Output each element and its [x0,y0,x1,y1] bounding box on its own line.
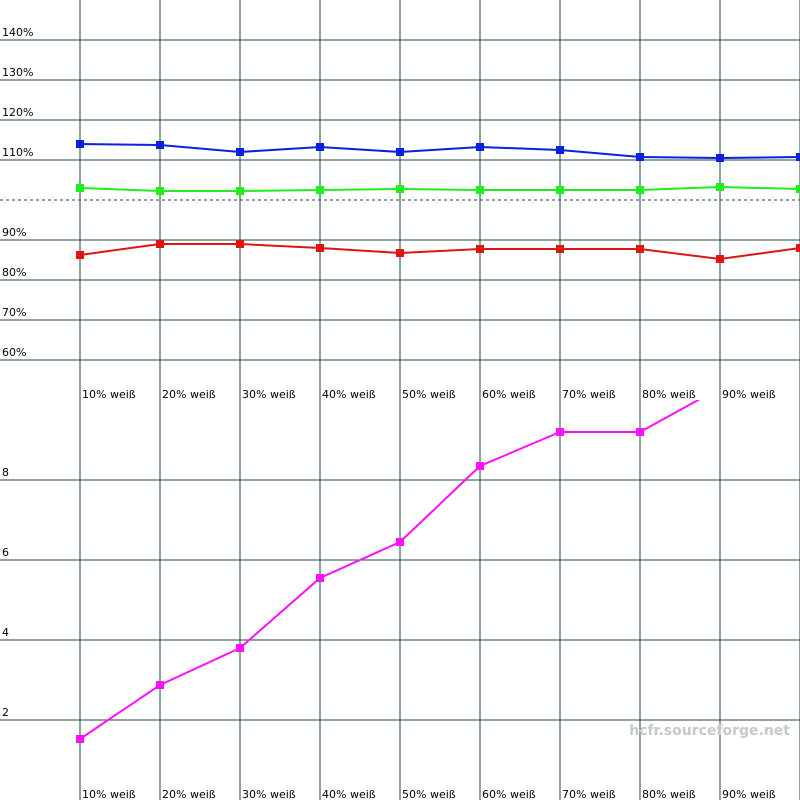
x-tick-label: 90% weiß [722,388,776,401]
y-tick-label: 110% [2,146,33,159]
marker [636,245,644,253]
marker [236,644,244,652]
marker [156,681,164,689]
x-tick-label: 30% weiß [242,388,296,401]
marker [396,538,404,546]
y-tick-label: 80% [2,266,26,279]
marker [476,462,484,470]
marker [556,146,564,154]
x-tick-label: 80% weiß [642,788,696,800]
marker [796,244,800,252]
x-tick-label: 70% weiß [562,788,616,800]
x-tick-label: 50% weiß [402,788,456,800]
marker [236,187,244,195]
x-tick-label: 40% weiß [322,788,376,800]
marker [156,141,164,149]
y-tick-label: 8 [2,466,9,479]
marker [316,574,324,582]
y-tick-label: 4 [2,626,9,639]
marker [556,186,564,194]
marker [396,148,404,156]
x-tick-label: 60% weiß [482,388,536,401]
marker [476,186,484,194]
y-tick-label: 130% [2,66,33,79]
x-tick-label: 70% weiß [562,388,616,401]
y-tick-label: 70% [2,306,26,319]
marker [636,186,644,194]
marker [556,428,564,436]
y-tick-label: 60% [2,346,26,359]
y-tick-label: 2 [2,706,9,719]
series-line [79,185,800,192]
plot [0,0,800,400]
marker [556,245,564,253]
plot [0,400,800,800]
x-tick-label: 60% weiß [482,788,536,800]
x-tick-label: 30% weiß [242,788,296,800]
marker [796,153,800,161]
marker [76,184,84,192]
y-tick-label: 120% [2,106,33,119]
y-tick-label: 140% [2,26,33,39]
marker [716,154,724,162]
x-tick-label: 90% weiß [722,788,776,800]
marker [796,185,800,193]
y-tick-label: 6 [2,546,9,559]
marker [636,428,644,436]
marker [636,153,644,161]
x-tick-label: 10% weiß [82,788,136,800]
y-tick-label: 90% [2,226,26,239]
x-tick-label: 20% weiß [162,388,216,401]
marker [396,185,404,193]
marker [156,187,164,195]
marker [156,240,164,248]
series-line [79,143,800,160]
marker [236,240,244,248]
x-tick-label: 40% weiß [322,388,376,401]
marker [716,183,724,191]
marker [76,251,84,259]
watermark: hcfr.sourceforge.net [629,723,790,739]
marker [716,255,724,263]
marker [476,143,484,151]
marker [236,148,244,156]
marker [316,143,324,151]
marker [476,245,484,253]
series-line [79,243,800,261]
marker [76,140,84,148]
marker [316,186,324,194]
x-tick-label: 50% weiß [402,388,456,401]
x-tick-label: 20% weiß [162,788,216,800]
marker [76,735,84,743]
x-tick-label: 80% weiß [642,388,696,401]
x-tick-label: 10% weiß [82,388,136,401]
marker [316,244,324,252]
marker [396,249,404,257]
